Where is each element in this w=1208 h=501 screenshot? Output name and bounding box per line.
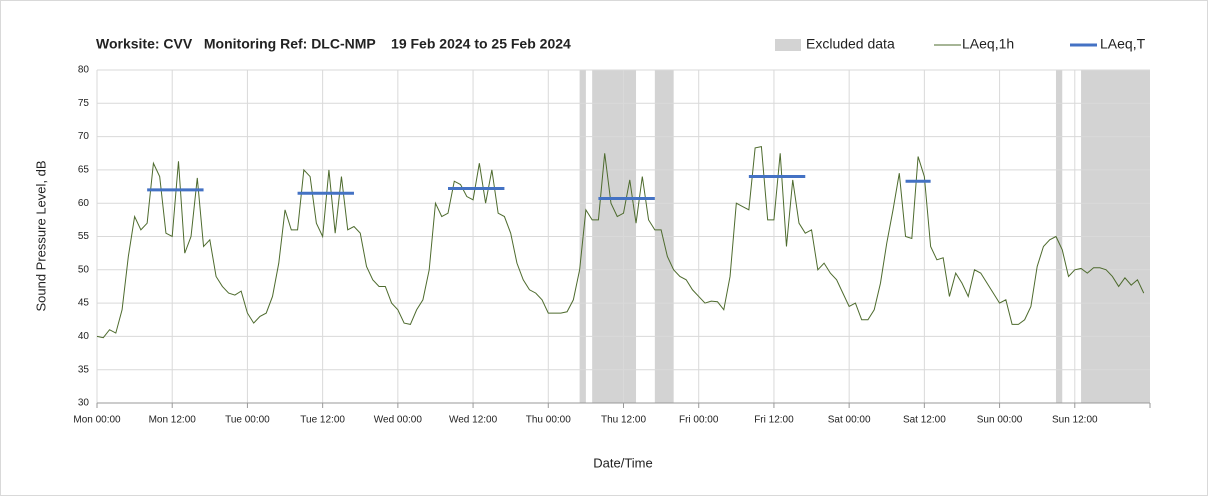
legend-label: Excluded data <box>806 36 895 52</box>
y-axis-label: Sound Pressure Level, dB <box>33 160 48 311</box>
y-tick-label: 50 <box>78 264 90 275</box>
x-tick-label: Mon 00:00 <box>73 415 121 426</box>
x-tick-label: Fri 00:00 <box>679 415 719 426</box>
y-tick-label: 75 <box>78 98 90 109</box>
legend-swatch <box>775 39 801 51</box>
x-tick-label: Fri 12:00 <box>754 415 794 426</box>
x-tick-label: Sun 00:00 <box>977 415 1023 426</box>
x-tick-label: Tue 00:00 <box>225 415 270 426</box>
y-tick-label: 55 <box>78 231 90 242</box>
legend-label: LAeq,T <box>1100 36 1146 52</box>
x-tick-label: Tue 12:00 <box>300 415 345 426</box>
legend-label: LAeq,1h <box>962 36 1014 52</box>
y-tick-label: 65 <box>78 165 90 176</box>
y-tick-label: 70 <box>78 131 90 142</box>
x-tick-label: Wed 12:00 <box>449 415 498 426</box>
x-tick-label: Sat 00:00 <box>828 415 871 426</box>
y-tick-label: 35 <box>78 364 90 375</box>
x-tick-label: Sun 12:00 <box>1052 415 1098 426</box>
chart-title: Worksite: CVV Monitoring Ref: DLC-NMP 19… <box>96 36 571 52</box>
x-tick-label: Thu 12:00 <box>601 415 646 426</box>
x-tick-label: Thu 00:00 <box>526 415 571 426</box>
y-tick-label: 80 <box>78 65 90 76</box>
x-tick-label: Wed 00:00 <box>374 415 423 426</box>
y-tick-label: 30 <box>78 398 90 409</box>
x-tick-label: Sat 12:00 <box>903 415 946 426</box>
y-tick-label: 45 <box>78 298 90 309</box>
x-axis-label: Date/Time <box>593 455 652 470</box>
x-tick-label: Mon 12:00 <box>149 415 197 426</box>
y-tick-label: 40 <box>78 331 90 342</box>
y-tick-label: 60 <box>78 198 90 209</box>
data-line <box>96 145 1145 339</box>
